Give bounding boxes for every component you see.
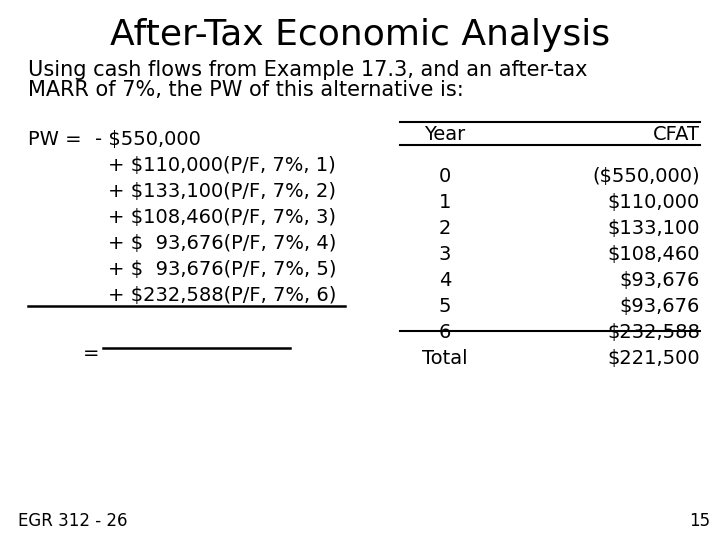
Text: 15: 15 [689, 512, 710, 530]
Text: ($550,000): ($550,000) [593, 167, 700, 186]
Text: PW =: PW = [28, 130, 81, 149]
Text: $108,460: $108,460 [608, 245, 700, 264]
Text: EGR 312 - 26: EGR 312 - 26 [18, 512, 127, 530]
Text: $93,676: $93,676 [620, 297, 700, 316]
Text: 4: 4 [438, 271, 451, 290]
Text: After-Tax Economic Analysis: After-Tax Economic Analysis [110, 18, 610, 52]
Text: =: = [83, 344, 99, 363]
Text: 1: 1 [438, 193, 451, 212]
Text: + $108,460(P/F, 7%, 3): + $108,460(P/F, 7%, 3) [108, 208, 336, 227]
Text: + $133,100(P/F, 7%, 2): + $133,100(P/F, 7%, 2) [108, 182, 336, 201]
Text: + $  93,676(P/F, 7%, 4): + $ 93,676(P/F, 7%, 4) [108, 234, 336, 253]
Text: $232,588: $232,588 [607, 323, 700, 342]
Text: 3: 3 [438, 245, 451, 264]
Text: Year: Year [424, 125, 466, 144]
Text: 6: 6 [438, 323, 451, 342]
Text: - $550,000: - $550,000 [95, 130, 201, 149]
Text: MARR of 7%, the PW of this alternative is:: MARR of 7%, the PW of this alternative i… [28, 80, 464, 100]
Text: $110,000: $110,000 [608, 193, 700, 212]
Text: 0: 0 [439, 167, 451, 186]
Text: CFAT: CFAT [653, 125, 700, 144]
Text: $221,500: $221,500 [608, 349, 700, 368]
Text: 2: 2 [438, 219, 451, 238]
Text: + $232,588(P/F, 7%, 6): + $232,588(P/F, 7%, 6) [108, 286, 336, 305]
Text: Total: Total [422, 349, 468, 368]
Text: 5: 5 [438, 297, 451, 316]
Text: + $110,000(P/F, 7%, 1): + $110,000(P/F, 7%, 1) [108, 156, 336, 175]
Text: + $  93,676(P/F, 7%, 5): + $ 93,676(P/F, 7%, 5) [108, 260, 336, 279]
Text: Using cash flows from Example 17.3, and an after-tax: Using cash flows from Example 17.3, and … [28, 60, 588, 80]
Text: $133,100: $133,100 [608, 219, 700, 238]
Text: $93,676: $93,676 [620, 271, 700, 290]
